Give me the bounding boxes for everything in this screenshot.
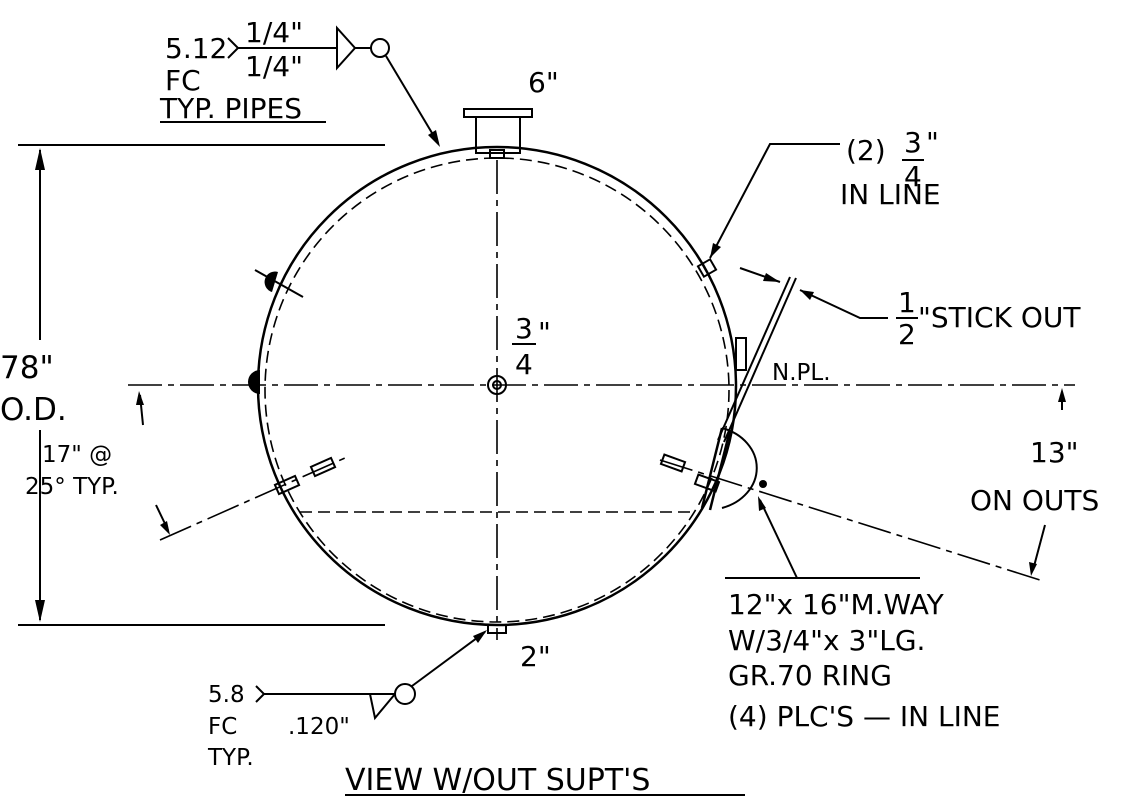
arrowhead xyxy=(428,130,440,147)
leader-line xyxy=(800,290,888,318)
weld-size: 5.8 xyxy=(208,682,245,708)
nozzle-size: 2" xyxy=(520,640,551,673)
outlet-centerline-left xyxy=(160,458,345,540)
weld-fillet xyxy=(370,694,395,718)
arrowhead xyxy=(473,630,487,643)
weld-arrow-side: 1/4" xyxy=(245,16,303,49)
view-title: VIEW W/OUT SUPT'S xyxy=(345,763,650,798)
weld-all-around xyxy=(371,39,389,57)
fraction-numerator: 3 xyxy=(904,126,922,159)
weld-all-around xyxy=(395,684,415,704)
arrowhead xyxy=(710,243,721,258)
outs-note: ON OUTS xyxy=(970,484,1099,517)
nameplate-label: N.PL. xyxy=(772,360,831,386)
coupling-left xyxy=(248,370,260,394)
diameter-label: O.D. xyxy=(0,392,67,428)
arrowhead xyxy=(35,600,45,622)
weld-note: TYP. xyxy=(207,745,254,771)
weld-other-side: 1/4" xyxy=(245,50,303,83)
top-nozzle-flange xyxy=(464,109,532,117)
stick-out-text: "STICK OUT xyxy=(918,301,1081,334)
unit: " xyxy=(926,126,939,159)
weld-tail xyxy=(228,38,238,58)
manway-davit xyxy=(759,480,767,488)
manway-note: GR.70 RING xyxy=(728,659,892,692)
angle-note: 17" @ xyxy=(42,442,112,468)
page: { "top_weld": {"size": "5.12", "arrow_si… xyxy=(0,0,1144,803)
fraction-denominator: 2 xyxy=(898,318,916,351)
arrowhead xyxy=(136,391,144,405)
manway-note: 12"x 16"M.WAY xyxy=(728,588,945,621)
angle-note: 25° TYP. xyxy=(25,474,119,500)
arrowhead xyxy=(1029,562,1037,576)
nozzle-size: 6" xyxy=(528,66,559,99)
leader-line xyxy=(710,144,840,258)
weld-size: 5.12 xyxy=(165,32,227,65)
arrowhead xyxy=(1058,388,1066,402)
weld-flag xyxy=(337,28,355,68)
fraction-numerator: 1 xyxy=(898,286,916,319)
drawing: 5.12 1/4" 1/4" FC TYP. PIPES 6" (2) 3 4 … xyxy=(0,0,1144,803)
diameter-value: 78" xyxy=(0,350,54,386)
manway-note: (4) PLC'S — IN LINE xyxy=(728,700,1000,733)
arrowhead xyxy=(800,290,814,300)
manway-ring-inner xyxy=(710,430,730,510)
weld-note: FC xyxy=(208,714,237,740)
arrowhead xyxy=(35,148,45,170)
outs-note: 13" xyxy=(1030,436,1079,469)
stick-out-line xyxy=(718,277,790,440)
fraction-denominator: 4 xyxy=(515,348,533,381)
nameplate-bracket xyxy=(736,338,746,370)
unit: " xyxy=(538,316,551,349)
coupling-note: IN LINE xyxy=(840,178,941,211)
dimension-line xyxy=(1033,525,1045,570)
weld-tail xyxy=(256,686,264,702)
outlet-right-coupling xyxy=(661,455,685,472)
leader-line xyxy=(760,500,797,578)
coupling-count: (2) xyxy=(846,134,886,167)
weld-arrow xyxy=(412,632,485,686)
weld-note: TYP. PIPES xyxy=(159,92,302,125)
weld-fillet-size: .120" xyxy=(288,714,350,740)
weld-arrow xyxy=(386,56,438,143)
arrowhead xyxy=(763,273,780,282)
fraction-numerator: 3 xyxy=(515,312,533,345)
manway-note: W/3/4"x 3"LG. xyxy=(728,624,925,657)
arrowhead xyxy=(160,521,170,535)
